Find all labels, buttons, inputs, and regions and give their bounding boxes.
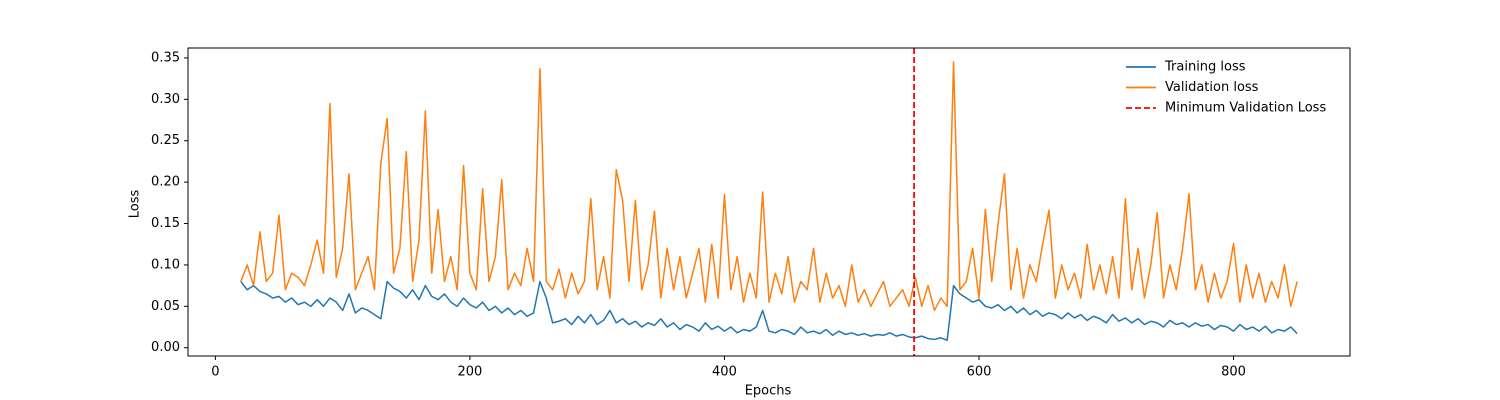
x-tick-label: 400: [712, 365, 737, 380]
legend-label: Minimum Validation Loss: [1165, 101, 1326, 116]
y-tick-label: 0.15: [151, 216, 180, 231]
x-tick-label: 0: [211, 365, 219, 380]
series-line: [240, 280, 1298, 342]
x-tick-label: 600: [967, 365, 992, 380]
x-axis-label: Epochs: [745, 384, 792, 399]
x-tick-label: 200: [457, 365, 482, 380]
y-tick-label: 0.25: [151, 133, 180, 148]
plot-frame: [187, 47, 1351, 357]
y-tick-label: 0.30: [151, 92, 180, 107]
y-tick-label: 0.10: [151, 257, 180, 272]
legend-label: Validation loss: [1165, 80, 1259, 95]
series-line: [240, 61, 1298, 312]
x-tick-label: 800: [1221, 365, 1246, 380]
y-tick-label: 0.05: [151, 299, 180, 314]
y-tick-label: 0.20: [151, 175, 180, 190]
legend-label: Training loss: [1164, 60, 1246, 75]
y-tick-label: 0.00: [151, 340, 180, 355]
y-axis-label: Loss: [128, 190, 143, 219]
y-tick-label: 0.35: [151, 50, 180, 65]
